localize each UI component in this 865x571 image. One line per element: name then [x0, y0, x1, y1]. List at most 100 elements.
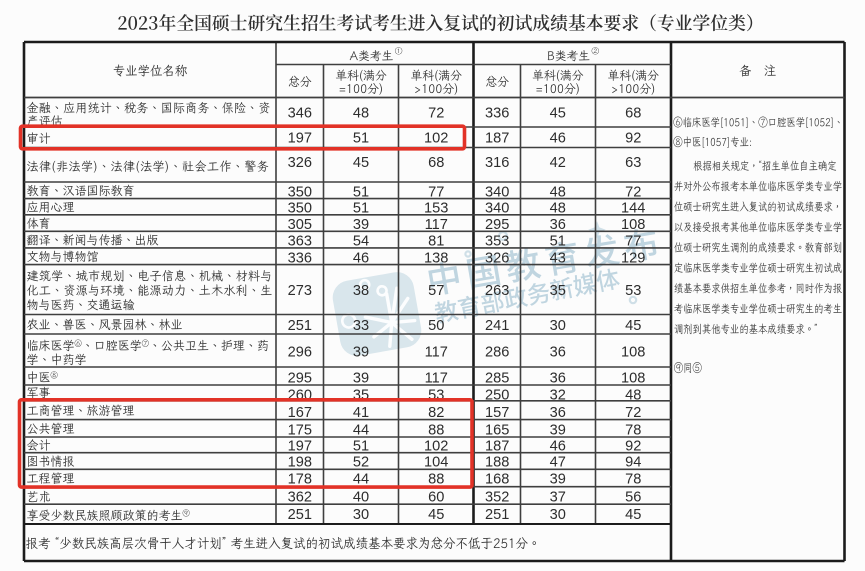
svg-text:305: 305: [288, 217, 312, 233]
svg-text:198: 198: [288, 455, 312, 471]
svg-text:36: 36: [550, 217, 566, 233]
svg-text:94: 94: [625, 455, 641, 471]
svg-text:117: 117: [425, 370, 448, 386]
svg-text:295: 295: [485, 217, 509, 233]
svg-text:30: 30: [550, 507, 566, 523]
svg-text:285: 285: [485, 370, 509, 386]
svg-text:108: 108: [621, 345, 645, 361]
svg-text:188: 188: [485, 455, 509, 471]
svg-text:44: 44: [353, 472, 369, 488]
svg-text:35: 35: [550, 283, 566, 299]
svg-text:51: 51: [353, 185, 369, 201]
svg-text:39: 39: [550, 472, 566, 488]
svg-text:48: 48: [550, 200, 566, 216]
svg-text:68: 68: [428, 155, 444, 171]
svg-text:41: 41: [353, 405, 369, 421]
svg-text:175: 175: [288, 422, 312, 438]
svg-text:168: 168: [485, 472, 509, 488]
svg-text:77: 77: [428, 185, 444, 201]
svg-text:45: 45: [353, 155, 369, 171]
svg-text:72: 72: [625, 185, 641, 201]
svg-text:77: 77: [625, 234, 641, 250]
svg-text:47: 47: [550, 455, 566, 471]
svg-text:346: 346: [288, 106, 312, 122]
svg-text:37: 37: [550, 490, 566, 506]
svg-text:251: 251: [288, 318, 312, 334]
svg-text:295: 295: [288, 370, 312, 386]
svg-text:108: 108: [621, 370, 645, 386]
svg-text:44: 44: [353, 422, 369, 438]
svg-text:48: 48: [353, 106, 369, 122]
svg-text:36: 36: [550, 405, 566, 421]
svg-text:250: 250: [485, 387, 509, 403]
svg-text:88: 88: [428, 472, 444, 488]
svg-text:72: 72: [625, 405, 641, 421]
svg-text:68: 68: [625, 106, 641, 122]
svg-text:38: 38: [353, 283, 369, 299]
svg-text:326: 326: [288, 155, 312, 171]
svg-text:138: 138: [424, 250, 448, 266]
svg-text:336: 336: [485, 106, 509, 122]
svg-text:187: 187: [485, 130, 509, 146]
svg-text:340: 340: [485, 185, 509, 201]
svg-text:46: 46: [353, 250, 369, 266]
svg-text:45: 45: [625, 507, 641, 523]
svg-text:30: 30: [550, 318, 566, 334]
svg-text:82: 82: [428, 405, 444, 421]
svg-text:165: 165: [485, 422, 509, 438]
svg-text:39: 39: [353, 217, 369, 233]
svg-text:286: 286: [485, 345, 509, 361]
svg-text:72: 72: [428, 106, 444, 122]
svg-text:108: 108: [621, 217, 645, 233]
svg-text:63: 63: [625, 155, 641, 171]
svg-text:263: 263: [485, 283, 509, 299]
svg-text:32: 32: [550, 387, 566, 403]
svg-text:352: 352: [485, 490, 509, 506]
svg-text:78: 78: [625, 472, 641, 488]
svg-text:42: 42: [550, 155, 566, 171]
svg-text:340: 340: [485, 200, 509, 216]
svg-text:187: 187: [485, 439, 509, 455]
svg-text:153: 153: [424, 200, 448, 216]
svg-text:241: 241: [485, 318, 509, 334]
svg-text:117: 117: [425, 217, 448, 233]
svg-text:326: 326: [485, 250, 509, 266]
svg-text:102: 102: [424, 130, 448, 146]
svg-text:50: 50: [428, 318, 444, 334]
svg-text:48: 48: [625, 387, 641, 403]
svg-text:40: 40: [353, 490, 369, 506]
svg-text:316: 316: [485, 155, 509, 171]
svg-text:350: 350: [288, 185, 312, 201]
svg-text:39: 39: [353, 370, 369, 386]
svg-text:36: 36: [550, 345, 566, 361]
svg-text:117: 117: [425, 345, 448, 361]
svg-text:363: 363: [288, 234, 312, 250]
svg-text:51: 51: [353, 439, 369, 455]
svg-text:54: 54: [353, 234, 369, 250]
svg-text:336: 336: [288, 250, 312, 266]
svg-text:33: 33: [353, 318, 369, 334]
svg-text:144: 144: [621, 200, 645, 216]
svg-text:46: 46: [550, 439, 566, 455]
svg-text:92: 92: [625, 130, 641, 146]
svg-text:92: 92: [625, 439, 641, 455]
svg-text:104: 104: [424, 455, 448, 471]
svg-text:39: 39: [550, 422, 566, 438]
svg-text:178: 178: [288, 472, 312, 488]
svg-text:45: 45: [550, 106, 566, 122]
svg-text:296: 296: [288, 345, 312, 361]
svg-text:30: 30: [353, 507, 369, 523]
svg-text:251: 251: [485, 507, 509, 523]
svg-text:167: 167: [288, 405, 312, 421]
svg-text:102: 102: [424, 439, 448, 455]
svg-text:51: 51: [550, 234, 566, 250]
svg-text:43: 43: [550, 250, 566, 266]
svg-text:53: 53: [625, 283, 641, 299]
svg-text:45: 45: [625, 318, 641, 334]
svg-text:251: 251: [288, 507, 312, 523]
svg-text:36: 36: [550, 370, 566, 386]
svg-text:60: 60: [428, 490, 444, 506]
svg-text:51: 51: [353, 130, 369, 146]
svg-text:39: 39: [353, 345, 369, 361]
svg-text:57: 57: [428, 283, 444, 299]
